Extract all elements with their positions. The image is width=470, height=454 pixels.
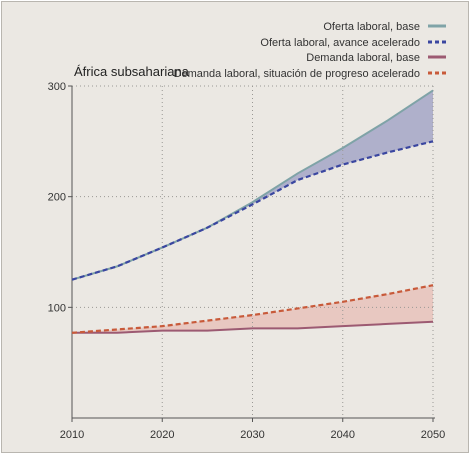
axes (68, 85, 435, 422)
x-tick-label-4: 2050 (421, 429, 445, 441)
series-line-1 (71, 140, 434, 281)
x-tick-label-3: 2040 (331, 429, 355, 441)
legend-label-3: Demanda laboral, situación de progreso a… (174, 68, 420, 80)
chart-title: África subsahariana (74, 64, 190, 79)
fill-area-1 (72, 285, 433, 333)
y-tick-label-2: 300 (48, 81, 66, 93)
y-tick-label-0: 100 (48, 302, 66, 314)
x-tick-label-1: 2020 (150, 429, 174, 441)
x-tick-label-0: 2010 (60, 429, 84, 441)
tick-labels: 100 200 300 2010 2020 2030 2040 2050 (48, 81, 446, 441)
legend-label-2: Demanda laboral, base (306, 52, 420, 64)
grid-lines (72, 85, 434, 418)
series-line-2 (72, 320, 434, 334)
series-line-3 (71, 284, 434, 334)
y-tick-label-1: 200 (48, 192, 66, 204)
legend: Oferta laboral, base Oferta laboral, avan… (174, 21, 446, 80)
series-line-0 (71, 89, 434, 281)
x-tick-label-2: 2030 (240, 429, 264, 441)
legend-label-1: Oferta laboral, avance acelerado (260, 37, 420, 49)
legend-label-0: Oferta laboral, base (323, 21, 420, 33)
fill-areas (72, 90, 433, 333)
series-lines (71, 89, 434, 334)
